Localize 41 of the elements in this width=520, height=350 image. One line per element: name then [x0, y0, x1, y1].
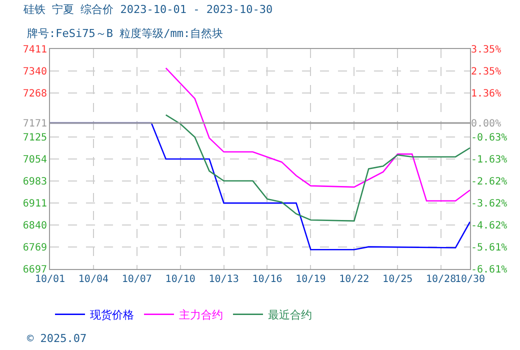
- y-tick-label: 7411: [22, 44, 47, 56]
- x-tick-label: 10/22: [339, 274, 370, 285]
- x-tick-label: 10/04: [78, 274, 109, 285]
- y-tick-label: 6911: [22, 198, 47, 210]
- x-tick-label: 10/28: [426, 274, 456, 285]
- y-tick-label: 7054: [22, 154, 47, 166]
- legend-label: 主力合约: [179, 308, 223, 322]
- y2-tick-label: -3.62%: [471, 198, 508, 210]
- legend-label: 现货价格: [90, 308, 134, 322]
- y2-tick-label: 3.35%: [471, 44, 502, 56]
- y2-tick-label: 2.35%: [471, 66, 502, 78]
- y-tick-label: 6983: [22, 176, 47, 188]
- x-tick-label: 10/19: [296, 274, 326, 285]
- y-tick-label: 7340: [22, 66, 47, 78]
- y2-tick-label: -4.62%: [471, 220, 508, 232]
- x-tick-label: 10/13: [208, 274, 239, 285]
- y-tick-label: 6840: [22, 220, 47, 232]
- chart-title: 硅铁 宁夏 综合价 2023-10-01 - 2023-10-30: [22, 2, 273, 16]
- x-tick-label: 10/07: [122, 274, 152, 285]
- y2-tick-label: -2.62%: [471, 176, 508, 188]
- y2-tick-label: -1.63%: [471, 154, 508, 166]
- y-tick-label: 7268: [22, 88, 47, 100]
- y2-tick-label: 1.36%: [471, 88, 502, 100]
- x-tick-label: 10/25: [382, 274, 413, 285]
- x-tick-label: 10/30: [454, 274, 486, 285]
- y2-tick-label: -5.61%: [471, 242, 508, 254]
- y2-tick-label: -6.61%: [471, 264, 508, 276]
- chart-subtitle: 牌号:FeSi75～B 粒度等级/mm:自然块: [27, 27, 224, 40]
- y-tick-label: 6697: [22, 264, 47, 276]
- x-tick-label: 10/10: [165, 274, 196, 285]
- y2-tick-label: -0.63%: [471, 132, 508, 144]
- legend-label: 最近合约: [268, 308, 312, 322]
- line-series: [165, 67, 470, 202]
- y-tick-label: 7125: [22, 132, 47, 144]
- x-tick-label: 10/16: [252, 274, 282, 285]
- y2-tick-label: 0.00%: [471, 118, 502, 130]
- x-tick-label: 10/01: [34, 274, 66, 285]
- text: © 2025.07: [27, 332, 87, 345]
- line-series: [165, 114, 470, 222]
- y-tick-label: 7171: [22, 118, 47, 130]
- y-tick-label: 6769: [22, 242, 47, 254]
